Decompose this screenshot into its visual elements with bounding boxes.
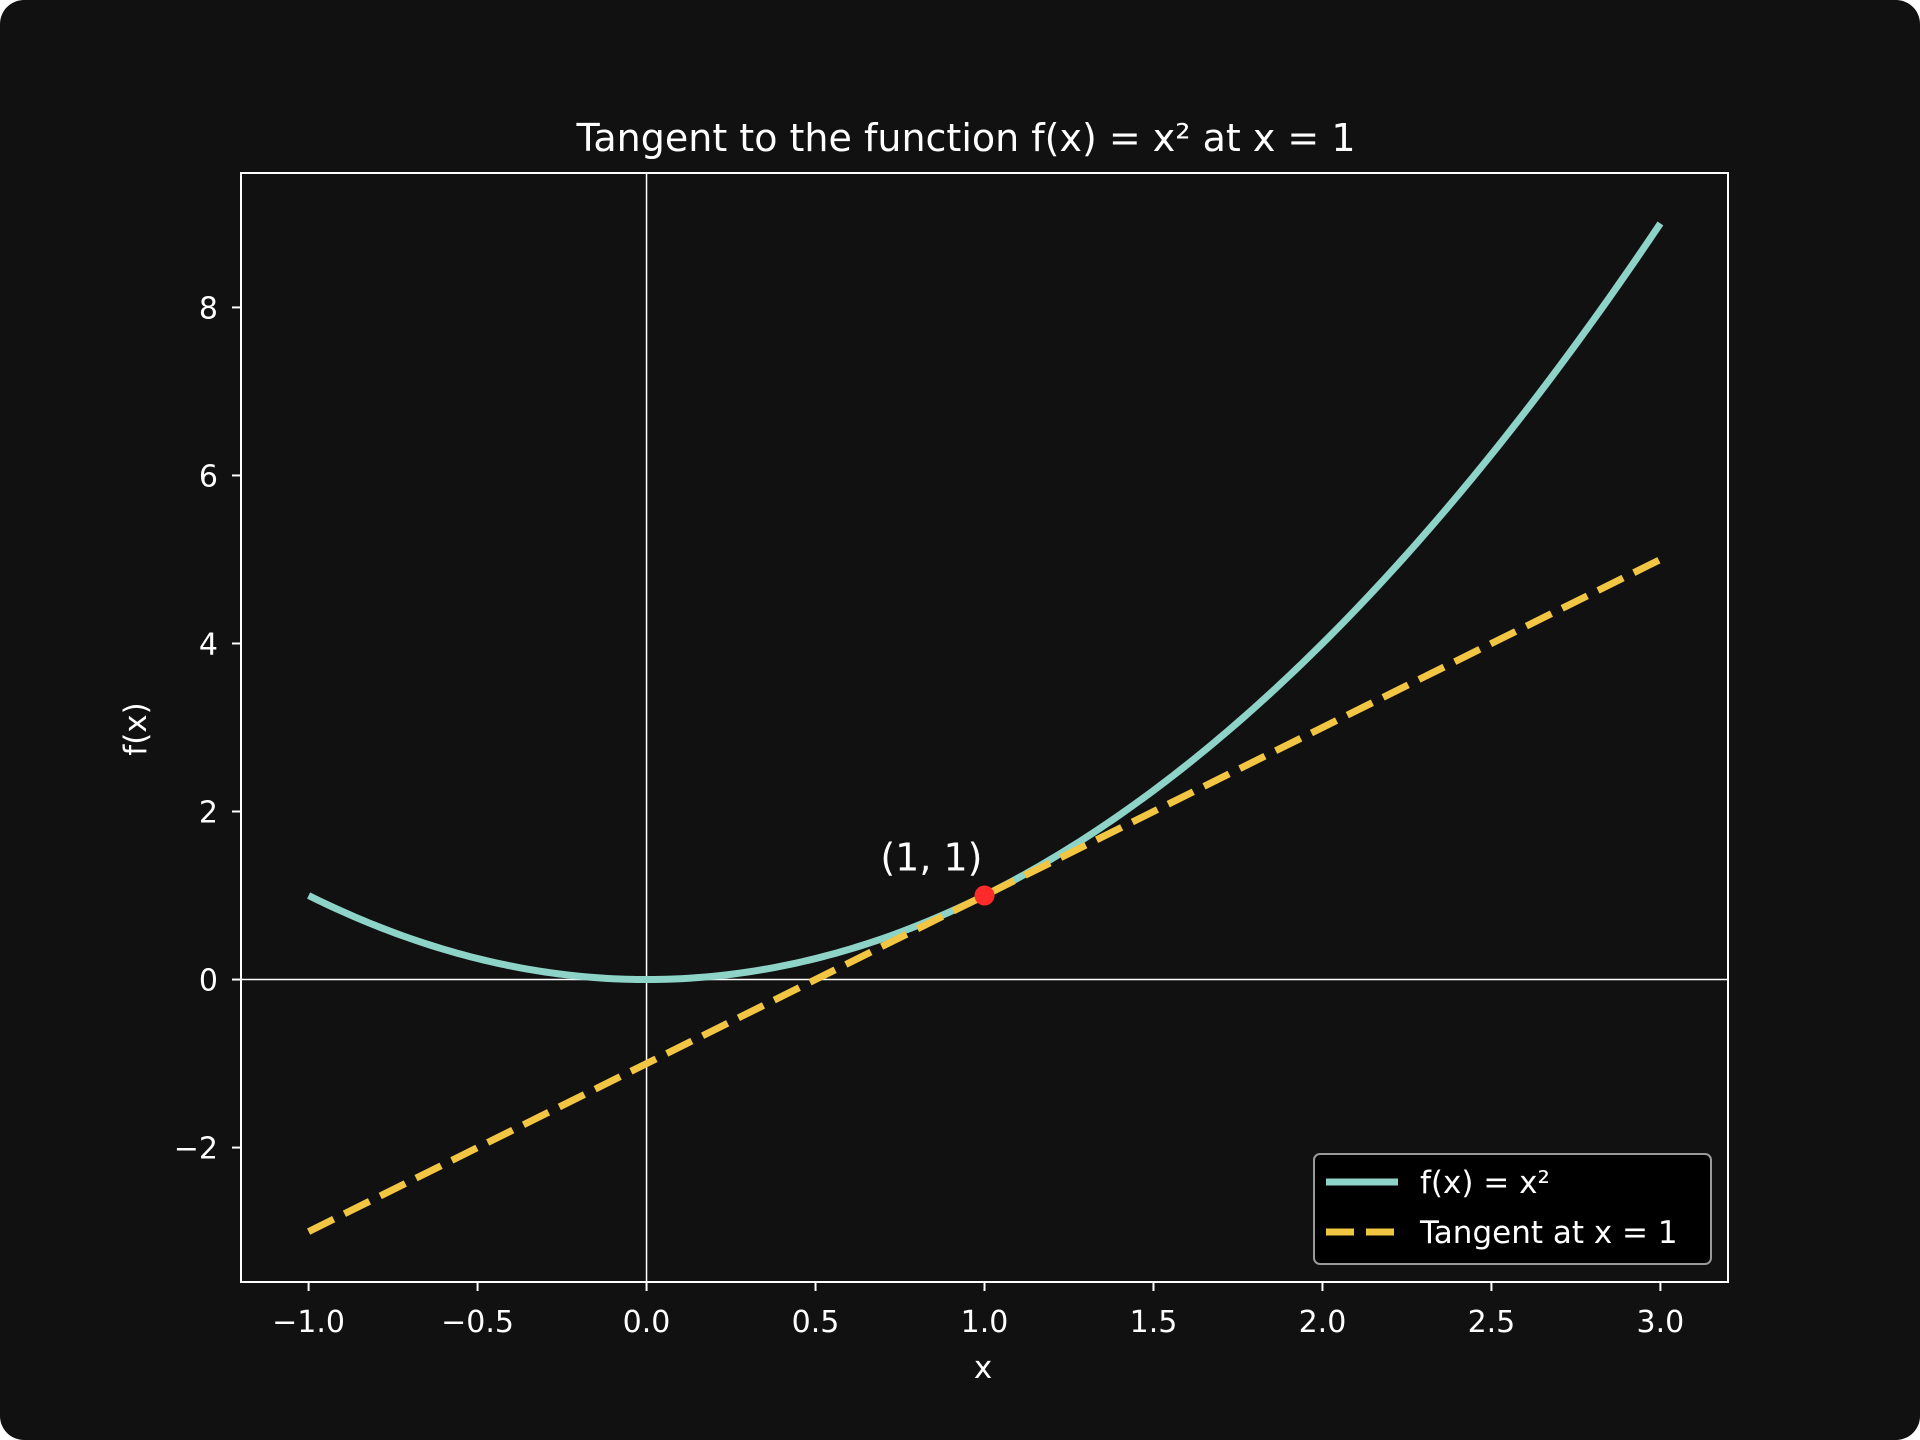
legend: f(x) = x² Tangent at x = 1 [1313, 1153, 1712, 1265]
y-tick-label-1: 0 [199, 964, 218, 999]
x-tick-label-6: 2.0 [1299, 1305, 1347, 1340]
x-tick-label-3: 0.5 [792, 1305, 840, 1340]
legend-label-1: Tangent at x = 1 [1419, 1215, 1678, 1251]
point-label-0: (1, 1) [880, 836, 982, 880]
series-group [307, 221, 1664, 1235]
y-tick-label-4: 6 [199, 459, 218, 494]
y-tick-label-5: 8 [199, 291, 218, 326]
y-axis-label: f(x) [118, 702, 154, 755]
x-tick-label-1: −0.5 [441, 1305, 514, 1340]
x-tick-label-7: 2.5 [1468, 1305, 1516, 1340]
highlight-point-0 [974, 885, 995, 906]
legend-label-0: f(x) = x² [1420, 1165, 1550, 1201]
chart-title: Tangent to the function f(x) = x² at x =… [575, 116, 1355, 160]
x-tick-label-8: 3.0 [1637, 1305, 1685, 1340]
x-tick-label-4: 1.0 [961, 1305, 1009, 1340]
x-tick-label-0: −1.0 [272, 1305, 345, 1340]
x-tick-label-2: 0.0 [623, 1305, 671, 1340]
y-tick-label-3: 4 [199, 627, 218, 662]
series-line-0 [307, 221, 1664, 984]
series-line-1 [307, 556, 1662, 1235]
x-tick-label-5: 1.5 [1130, 1305, 1178, 1340]
y-tick-label-2: 2 [199, 796, 218, 831]
plot-frame [240, 172, 1729, 1283]
x-axis-label: x [974, 1350, 992, 1386]
legend-box [1313, 1153, 1712, 1265]
y-tick-label-0: −2 [174, 1132, 218, 1167]
plot-area: (1, 1) −1.0 −0.5 0.0 0.5 1.0 1.5 2.0 2.5 3.0 −2 0 2 4… [174, 172, 1729, 1340]
